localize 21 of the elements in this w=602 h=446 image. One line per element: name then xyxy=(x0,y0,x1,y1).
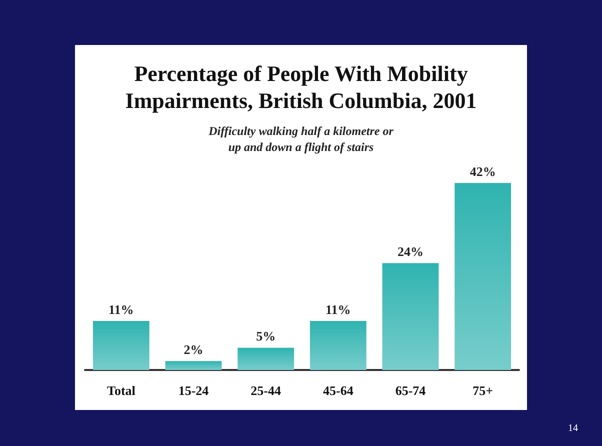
bar xyxy=(92,321,150,370)
bar xyxy=(454,183,512,370)
data-label: 2% xyxy=(184,342,204,358)
x-tick-label: 15-24 xyxy=(178,383,210,398)
bar xyxy=(382,263,439,370)
x-tick-label: 45-64 xyxy=(322,383,354,398)
text: 14 xyxy=(568,423,578,434)
x-tick-label: 75+ xyxy=(472,383,494,398)
data-label: 42% xyxy=(470,164,496,179)
chart-title: Percentage of People With Mobility Impairments, British Columbia, 2001 xyxy=(125,61,477,113)
data-label: 11% xyxy=(108,302,134,318)
data-label: 5% xyxy=(256,328,276,344)
chart-subtitle: Difficulty walking half a kilometre or up and down a flight of stairs xyxy=(208,124,394,154)
x-tick-label: Total xyxy=(106,383,136,398)
x-tick-label: 25-44 xyxy=(250,383,282,398)
x-tick-label: 65-74 xyxy=(395,383,426,398)
data-label: 24% xyxy=(398,244,424,260)
bar xyxy=(165,361,222,370)
bar xyxy=(310,321,366,370)
data-label: 11% xyxy=(326,302,351,318)
bar xyxy=(238,348,294,370)
